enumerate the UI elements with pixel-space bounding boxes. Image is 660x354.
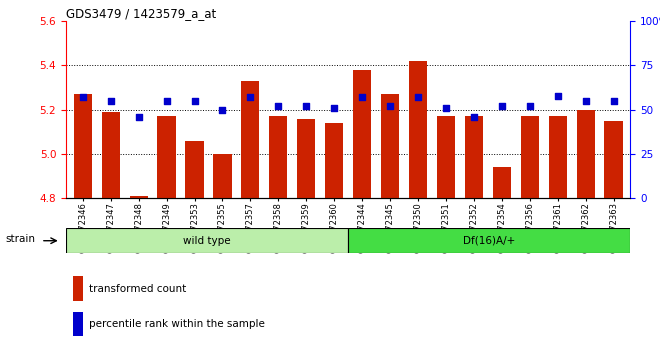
Bar bbox=[521, 116, 539, 198]
Point bbox=[245, 95, 255, 100]
Point bbox=[357, 95, 368, 100]
Bar bbox=[437, 116, 455, 198]
Point bbox=[329, 105, 339, 111]
Bar bbox=[297, 119, 315, 198]
Bar bbox=[158, 116, 176, 198]
Point bbox=[77, 95, 88, 100]
Bar bbox=[129, 196, 148, 198]
Bar bbox=[185, 141, 203, 198]
Point bbox=[189, 98, 200, 104]
Bar bbox=[348, 228, 630, 253]
Point bbox=[412, 95, 423, 100]
Bar bbox=[73, 312, 82, 336]
Point bbox=[609, 98, 619, 104]
Point bbox=[301, 103, 312, 109]
Point bbox=[441, 105, 451, 111]
Point bbox=[161, 98, 172, 104]
Point bbox=[580, 98, 591, 104]
Point bbox=[525, 103, 535, 109]
Point bbox=[469, 114, 479, 120]
Bar bbox=[409, 61, 427, 198]
Text: wild type: wild type bbox=[183, 236, 231, 246]
Point bbox=[106, 98, 116, 104]
Point bbox=[552, 93, 563, 98]
Point bbox=[273, 103, 284, 109]
Point bbox=[496, 103, 507, 109]
Bar bbox=[66, 228, 348, 253]
Bar bbox=[269, 116, 287, 198]
Bar bbox=[73, 276, 82, 301]
Point bbox=[385, 103, 395, 109]
Text: percentile rank within the sample: percentile rank within the sample bbox=[89, 319, 265, 329]
Bar bbox=[102, 112, 119, 198]
Bar bbox=[548, 116, 567, 198]
Bar bbox=[74, 94, 92, 198]
Bar bbox=[213, 154, 232, 198]
Point bbox=[133, 114, 144, 120]
Bar bbox=[325, 123, 343, 198]
Text: GDS3479 / 1423579_a_at: GDS3479 / 1423579_a_at bbox=[66, 7, 216, 20]
Text: Df(16)A/+: Df(16)A/+ bbox=[463, 236, 515, 246]
Bar bbox=[242, 81, 259, 198]
Bar bbox=[605, 121, 622, 198]
Bar bbox=[493, 167, 511, 198]
Bar bbox=[465, 116, 483, 198]
Bar bbox=[353, 70, 371, 198]
Bar bbox=[577, 110, 595, 198]
Bar bbox=[381, 94, 399, 198]
Point bbox=[217, 107, 228, 113]
Text: strain: strain bbox=[5, 234, 35, 245]
Text: transformed count: transformed count bbox=[89, 284, 186, 294]
